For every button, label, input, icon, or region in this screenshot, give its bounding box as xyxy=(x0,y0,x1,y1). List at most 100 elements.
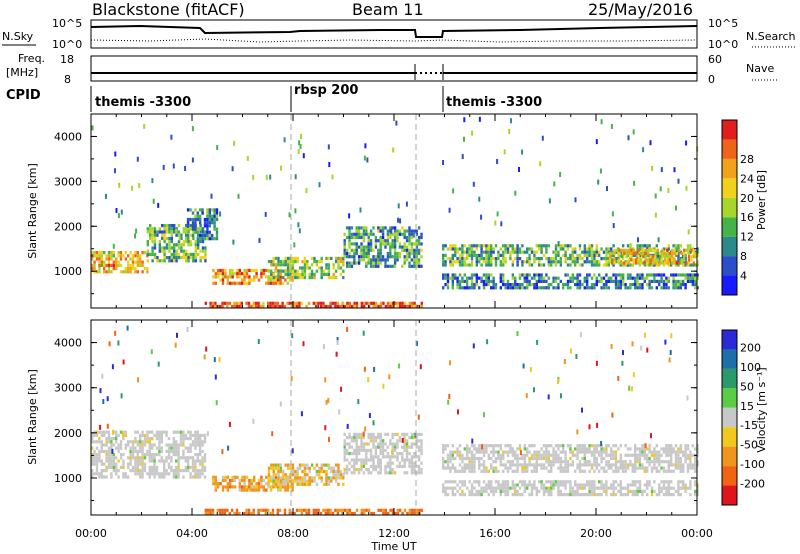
power-band-9-cell xyxy=(651,261,655,265)
velocity-band-6-cell xyxy=(492,486,495,490)
velocity-band-3-cell xyxy=(408,445,411,449)
power-band-1-cell xyxy=(201,240,205,244)
velocity-band-5-cell xyxy=(648,444,651,448)
velocity-band-2-cell xyxy=(272,466,275,470)
velocity-scatter-point xyxy=(419,364,422,370)
power-band-9-cell xyxy=(678,248,681,252)
velocity-band-3-cell xyxy=(379,452,382,456)
power-band-5-cell xyxy=(405,258,409,262)
velocity-band-5-cell xyxy=(444,444,447,448)
velocity-band-5-cell xyxy=(528,444,531,448)
power-band-7-cell xyxy=(470,250,474,254)
velocity-band-0-cell xyxy=(194,469,197,473)
velocity-band-0-cell xyxy=(115,456,118,460)
velocity-band-5-cell xyxy=(677,453,680,457)
power-band-7-cell xyxy=(480,257,483,261)
power-band-1-cell xyxy=(175,252,178,256)
velocity-band-5-cell xyxy=(667,444,670,448)
power-band-8-cell xyxy=(564,273,567,277)
power-band-0-cell xyxy=(105,257,108,261)
velocity-band-5-cell xyxy=(665,453,668,457)
power-band-6-cell xyxy=(279,304,282,309)
velocity-band-5-cell xyxy=(518,447,522,451)
power-band-9-cell xyxy=(695,255,698,259)
power-band-7-cell xyxy=(458,253,462,257)
power-band-1-cell xyxy=(158,243,161,247)
power-band-5-cell xyxy=(360,235,363,240)
power-band-1-cell xyxy=(201,256,205,260)
velocity-band-5-cell xyxy=(552,460,555,464)
power-band-7-cell xyxy=(526,247,529,251)
power-band-8-cell xyxy=(612,273,615,277)
power-band-3-cell xyxy=(262,268,265,273)
velocity-band-5-cell xyxy=(482,450,486,454)
velocity-band-5-cell xyxy=(458,444,462,448)
power-band-6-cell xyxy=(267,301,270,305)
velocity-band-5-cell xyxy=(442,456,445,461)
power-band-5-cell xyxy=(389,264,392,268)
velocity-band-0-cell xyxy=(115,472,118,476)
velocity-band-0-cell xyxy=(170,465,173,469)
velocity-band-4-cell xyxy=(245,511,248,516)
velocity-band-2-cell xyxy=(279,469,283,474)
velocity-band-0-cell xyxy=(170,449,173,453)
velocity-band-3-cell xyxy=(405,445,409,449)
power-band-5-cell xyxy=(360,248,363,252)
velocity-band-4-cell xyxy=(348,508,351,512)
velocity-band-5-cell xyxy=(562,447,565,451)
power-band-1-cell xyxy=(146,230,149,234)
velocity-band-2-cell xyxy=(320,463,323,467)
power-band-0-cell xyxy=(136,251,139,255)
power-band-7-cell xyxy=(516,247,519,251)
velocity-band-3-cell xyxy=(386,455,390,459)
velocity-band-3-cell xyxy=(410,442,414,446)
power-band-5-cell xyxy=(415,255,418,259)
power-band-5-cell xyxy=(379,242,382,246)
velocity-band-1-cell xyxy=(272,485,275,489)
power-scatter-point xyxy=(288,212,291,218)
velocity-band-0-cell xyxy=(158,440,161,444)
power-band-7-cell xyxy=(679,244,682,248)
velocity-band-3-cell xyxy=(379,461,382,465)
power-band-3-cell xyxy=(226,278,229,282)
power-band-7-cell xyxy=(444,260,447,264)
power-band-8-cell xyxy=(629,283,632,287)
power-band-2-cell xyxy=(196,211,199,215)
velocity-band-4-cell xyxy=(415,511,419,516)
power-band-5-cell xyxy=(408,235,411,240)
velocity-band-5-cell xyxy=(499,447,502,451)
power-band-3-cell xyxy=(243,272,246,276)
velocity-band-6-cell xyxy=(670,480,673,484)
power-band-7-cell xyxy=(682,260,685,264)
power-band-7-cell xyxy=(547,257,550,261)
power-band-0-cell xyxy=(95,251,99,255)
power-band-5-cell xyxy=(410,242,414,246)
power-band-5-cell xyxy=(379,226,382,230)
power-band-2-cell xyxy=(201,227,204,231)
velocity-scatter-point xyxy=(101,373,104,379)
velocity-band-6-cell xyxy=(530,486,534,490)
power-band-7-cell xyxy=(566,247,570,251)
power-band-1-cell xyxy=(189,256,193,260)
velocity-band-5-cell xyxy=(473,460,476,464)
power-band-1-cell xyxy=(182,227,185,231)
power-band-4-cell xyxy=(286,272,290,276)
velocity-band-5-cell xyxy=(514,463,517,467)
velocity-band-5-cell xyxy=(475,450,478,454)
power-band-5-cell xyxy=(374,245,378,249)
power-band-7-cell xyxy=(446,247,450,251)
power-band-8-cell xyxy=(461,276,464,280)
power-band-5-cell xyxy=(360,255,363,259)
velocity-band-5-cell xyxy=(581,447,584,451)
power-band-8-cell xyxy=(665,279,668,283)
power-band-8-cell xyxy=(456,286,459,290)
velocity-band-6-cell xyxy=(677,489,680,493)
power-band-4-cell xyxy=(303,272,307,276)
velocity-band-6-cell xyxy=(624,486,627,490)
power-band-7-cell xyxy=(468,263,471,267)
velocity-band-2-cell xyxy=(322,482,326,486)
power-scatter-point xyxy=(397,203,400,209)
power-band-2-cell xyxy=(189,208,192,212)
power-band-5-cell xyxy=(403,255,406,259)
velocity-band-6-cell xyxy=(550,480,553,484)
